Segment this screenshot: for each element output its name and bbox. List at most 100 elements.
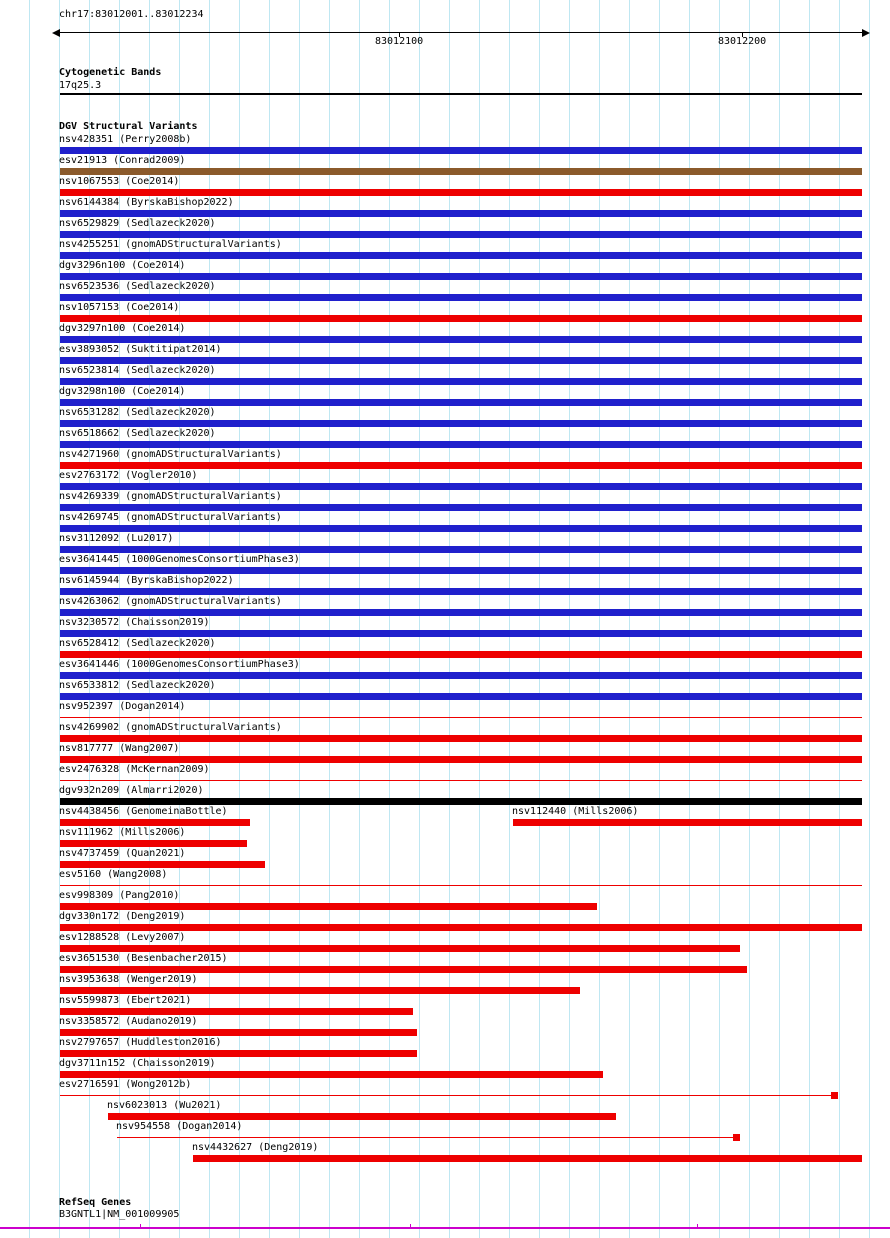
variant-bar[interactable] [60,546,862,553]
variant-bar[interactable] [60,609,862,616]
variant-end-marker[interactable] [733,1134,740,1141]
variant-label[interactable]: esv3641446 (1000GenomesConsortiumPhase3) [59,659,300,670]
variant-label[interactable]: nsv6523536 (Sedlazeck2020) [59,281,216,292]
variant-label[interactable]: esv1288528 (Levy2007) [59,932,186,943]
variant-bar[interactable] [60,819,250,826]
variant-label[interactable]: nsv3112092 (Lu2017) [59,533,174,544]
variant-label[interactable]: nsv6144384 (ByrskaBishop2022) [59,197,234,208]
variant-label[interactable]: dgv330n172 (Deng2019) [59,911,186,922]
variant-bar[interactable] [60,1029,417,1036]
variant-bar[interactable] [60,483,862,490]
variant-label[interactable]: esv3651530 (Besenbacher2015) [59,953,228,964]
variant-bar[interactable] [60,693,862,700]
variant-bar[interactable] [60,336,862,343]
variant-label[interactable]: esv5160 (Wang2008) [59,869,168,880]
variant-bar[interactable] [60,231,862,238]
variant-bar[interactable] [60,252,862,259]
variant-bar[interactable] [60,924,862,931]
variant-label[interactable]: esv2716591 (Wong2012b) [59,1079,192,1090]
variant-bar[interactable] [60,651,862,658]
variant-bar[interactable] [60,630,862,637]
variant-label[interactable]: nsv6518662 (Sedlazeck2020) [59,428,216,439]
variant-bar[interactable] [60,315,862,322]
variant-label[interactable]: dgv3298n100 (Coe2014) [59,386,186,397]
variant-label[interactable]: nsv4263062 (gnomADStructuralVariants) [59,596,282,607]
variant-label[interactable]: nsv952397 (Dogan2014) [59,701,186,712]
variant-bar[interactable] [60,525,862,532]
variant-label[interactable]: nsv6531282 (Sedlazeck2020) [59,407,216,418]
variant-bar[interactable] [60,567,862,574]
gene-line[interactable] [0,1224,890,1229]
variant-bar[interactable] [193,1155,862,1162]
variant-label[interactable]: nsv5599873 (Ebert2021) [59,995,192,1006]
variant-bar[interactable] [60,273,862,280]
variant-bar[interactable] [60,1050,417,1057]
variant-label[interactable]: nsv2797657 (Huddleston2016) [59,1037,222,1048]
variant-bar[interactable] [60,840,247,847]
variant-label[interactable]: nsv954558 (Dogan2014) [116,1121,243,1132]
variant-bar[interactable] [60,588,862,595]
variant-label[interactable]: dgv932n209 (Almarri2020) [59,785,204,796]
variant-label[interactable]: nsv4269902 (gnomADStructuralVariants) [59,722,282,733]
variant-bar[interactable] [60,966,747,973]
variant-bar[interactable] [60,945,740,952]
variant-bar[interactable] [60,294,862,301]
variant-label[interactable]: nsv4255251 (gnomADStructuralVariants) [59,239,282,250]
variant-bar[interactable] [60,672,862,679]
variant-bar[interactable] [60,756,862,763]
variant-bar[interactable] [60,735,862,742]
variant-label[interactable]: nsv6023013 (Wu2021) [107,1100,222,1111]
variant-label[interactable]: nsv6145944 (ByrskaBishop2022) [59,575,234,586]
variant-label[interactable]: esv21913 (Conrad2009) [59,155,186,166]
variant-bar[interactable] [60,798,862,805]
variant-bar[interactable] [60,717,862,718]
variant-label[interactable]: nsv817777 (Wang2007) [59,743,180,754]
variant-bar[interactable] [117,1137,740,1138]
variant-label[interactable]: nsv6528412 (Sedlazeck2020) [59,638,216,649]
variant-bar[interactable] [60,210,862,217]
variant-label[interactable]: nsv4432627 (Deng2019) [192,1142,319,1153]
variant-bar[interactable] [60,420,862,427]
variant-end-marker[interactable] [831,1092,838,1099]
variant-label[interactable]: esv3641445 (1000GenomesConsortiumPhase3) [59,554,300,565]
variant-bar[interactable] [513,819,862,826]
variant-label[interactable]: esv998309 (Pang2010) [59,890,180,901]
variant-label[interactable]: nsv4737459 (Quan2021) [59,848,186,859]
variant-bar[interactable] [60,504,862,511]
variant-label[interactable]: nsv6529829 (Sedlazeck2020) [59,218,216,229]
variant-label[interactable]: esv2476328 (McKernan2009) [59,764,210,775]
variant-bar[interactable] [60,1008,413,1015]
variant-label[interactable]: nsv112440 (Mills2006) [512,806,639,817]
variant-bar[interactable] [60,168,862,175]
variant-label[interactable]: nsv4269745 (gnomADStructuralVariants) [59,512,282,523]
variant-label[interactable]: nsv4269339 (gnomADStructuralVariants) [59,491,282,502]
variant-bar[interactable] [60,780,862,781]
variant-bar[interactable] [60,189,862,196]
variant-bar[interactable] [60,903,597,910]
variant-label[interactable]: nsv3230572 (Chaisson2019) [59,617,210,628]
variant-label[interactable]: nsv6523814 (Sedlazeck2020) [59,365,216,376]
variant-label[interactable]: nsv4438456 (GenomeinaBottle) [59,806,228,817]
variant-bar[interactable] [60,462,862,469]
variant-bar[interactable] [60,147,862,154]
variant-bar[interactable] [108,1113,616,1120]
cytoband-bar[interactable] [60,93,862,95]
variant-label[interactable]: esv2763172 (Vogler2010) [59,470,198,481]
variant-bar[interactable] [60,357,862,364]
variant-bar[interactable] [60,1095,838,1096]
variant-label[interactable]: nsv3358572 (Audano2019) [59,1016,198,1027]
variant-bar[interactable] [60,441,862,448]
variant-bar[interactable] [60,861,265,868]
variant-label[interactable]: nsv6533812 (Sedlazeck2020) [59,680,216,691]
variant-label[interactable]: nsv1067553 (Coe2014) [59,176,180,187]
variant-label[interactable]: nsv4271960 (gnomADStructuralVariants) [59,449,282,460]
variant-bar[interactable] [60,399,862,406]
variant-label[interactable]: dgv3296n100 (Coe2014) [59,260,186,271]
variant-label[interactable]: dgv3711n152 (Chaisson2019) [59,1058,216,1069]
variant-label[interactable]: dgv3297n100 (Coe2014) [59,323,186,334]
variant-label[interactable]: nsv111962 (Mills2006) [59,827,186,838]
variant-bar[interactable] [60,378,862,385]
variant-bar[interactable] [60,885,862,886]
variant-label[interactable]: esv3893052 (Suktitipat2014) [59,344,222,355]
variant-bar[interactable] [60,1071,603,1078]
